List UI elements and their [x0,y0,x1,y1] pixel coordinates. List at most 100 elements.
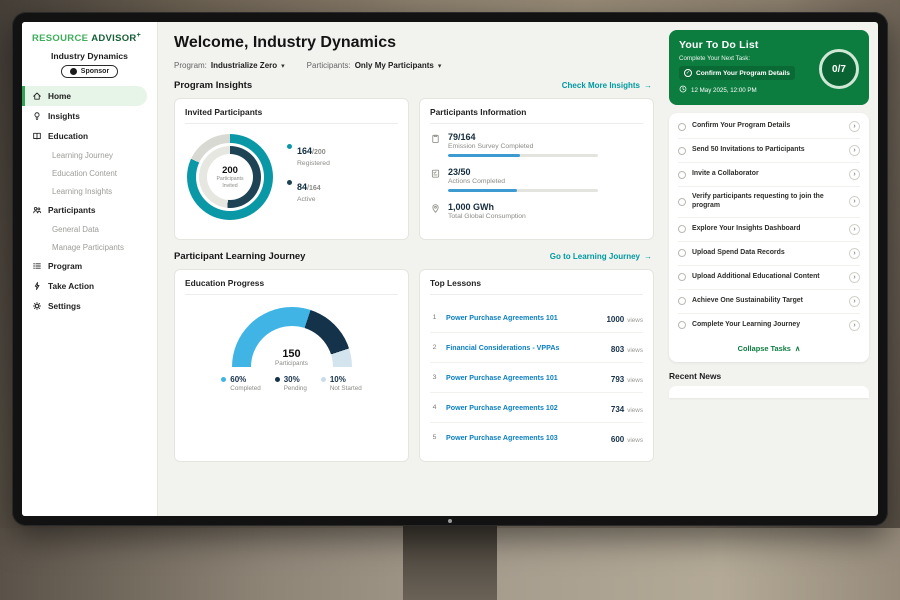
location-pin-icon [430,203,441,214]
program-filter-value: Industrialize Zero [210,61,278,70]
participants-filter-dropdown[interactable]: Participants: Only My Participants ▾ [307,61,442,70]
todo-due: 12 May 2025, 12:00 PM [679,85,809,95]
stat-value: 79/164 [448,132,476,142]
power-led [448,519,452,523]
checkbox-icon[interactable] [678,122,686,131]
stat-emission-survey: 79/164 Emission Survey Completed [430,132,643,157]
task-row[interactable]: Explore Your Insights Dashboard › [678,218,860,242]
collapse-tasks-button[interactable]: Collapse Tasks ∧ [678,337,860,358]
sidebar-item-participants[interactable]: Participants [22,200,157,220]
views-label: views [627,436,643,444]
gear-icon [32,301,42,311]
program-filter-dropdown[interactable]: Program: Industrialize Zero ▾ [174,61,285,70]
lesson-row: 3 Power Purchase Agreements 101 793 views [430,363,643,393]
teal-dot-icon [287,144,292,149]
sidebar-item-general-data[interactable]: General Data [52,224,99,234]
chevron-right-icon[interactable]: › [849,319,860,331]
sidebar-item-label: Participants [48,205,96,216]
chevron-right-icon[interactable]: › [849,196,860,208]
link-label: Check More Insights [561,81,640,90]
checkbox-icon[interactable] [678,225,686,234]
chevron-right-icon[interactable]: › [849,223,860,235]
collapse-icon: ∧ [794,343,801,353]
card-title: Participants Information [430,107,643,124]
lesson-link[interactable]: Power Purchase Agreements 102 [446,403,558,412]
lesson-views: 803 [610,344,625,354]
stat-label: Total Global Consumption [448,213,526,220]
chevron-right-icon[interactable]: › [849,247,860,259]
sponsor-label: Sponsor [80,68,110,76]
gauge-center-label: Participants [275,360,308,367]
lesson-views: 734 [610,404,625,414]
checkbox-icon[interactable] [678,249,686,258]
check-more-insights-link[interactable]: Check More Insights → [562,81,652,90]
task-row[interactable]: Verify participants requesting to join t… [678,187,860,218]
sidebar-item-settings[interactable]: Settings [22,296,157,316]
legend-label: Registered [297,160,330,167]
chevron-right-icon[interactable]: › [849,145,860,156]
task-label: Send 50 Invitations to Participants [692,146,805,154]
sidebar-item-insights[interactable]: Insights [22,106,157,126]
views-label: views [627,376,643,384]
sidebar-item-learning-journey[interactable]: Learning Journey [52,150,113,160]
lightbulb-icon [32,111,42,121]
lesson-link[interactable]: Financial Considerations - VPPAs [446,343,560,352]
donut-gap: 200 Participants Invited [196,143,264,211]
sidebar-item-education-content[interactable]: Education Content [52,168,117,178]
task-row[interactable]: Complete Your Learning Journey › [678,314,860,337]
program-insights-title: Program Insights [174,80,253,91]
checkbox-icon[interactable] [678,273,686,282]
task-row[interactable]: Confirm Your Program Details › [678,115,860,139]
sidebar-item-learning-insights[interactable]: Learning Insights [52,186,113,196]
sidebar-item-program[interactable]: Program [22,256,157,276]
task-row[interactable]: Invite a Collaborator › [678,163,860,187]
todo-next-task[interactable]: ✓ Confirm Your Program Details [679,66,795,80]
checkbox-icon[interactable] [678,146,686,155]
checkbox-icon[interactable] [678,197,686,206]
lesson-link[interactable]: Power Purchase Agreements 103 [446,433,558,442]
checkbox-icon[interactable] [678,321,686,330]
checkbox-icon[interactable] [678,170,686,179]
main-content: Welcome, Industry Dynamics Program: Indu… [158,22,666,516]
sidebar-item-take-action[interactable]: Take Action [22,276,157,296]
legend-label: Completed [230,385,261,392]
learning-journey-title: Participant Learning Journey [174,251,306,262]
checkbox-icon[interactable] [678,297,686,306]
lesson-row: 4 Power Purchase Agreements 102 734 views [430,393,643,423]
task-row[interactable]: Send 50 Invitations to Participants › [678,139,860,163]
arrow-right-icon: → [644,81,652,90]
chevron-right-icon[interactable]: › [849,271,860,283]
lesson-link[interactable]: Power Purchase Agreements 101 [446,373,558,382]
invited-body: 200 Participants Invited [185,132,398,220]
chevron-right-icon[interactable]: › [849,295,860,307]
chevron-right-icon[interactable]: › [849,169,860,180]
task-label: Complete Your Learning Journey [692,320,801,328]
learning-journey-header: Participant Learning Journey Go to Learn… [174,251,652,262]
chevron-down-icon: ▾ [281,62,285,70]
task-label: Achieve One Sustainability Target [692,296,803,304]
lesson-row: 5 Power Purchase Agreements 103 600 views [430,423,643,452]
task-row[interactable]: Upload Additional Educational Content › [678,266,860,290]
task-row[interactable]: Upload Spend Data Records › [678,242,860,266]
legend-pending: 30% Pending [274,375,307,392]
gauge-legend: 60% Completed 30% Pending [221,375,362,392]
gauge-center: 150 Participants [232,348,352,367]
sponsor-badge[interactable]: Sponsor [60,65,119,79]
legend-label: Not Started [329,385,362,392]
lesson-link[interactable]: Power Purchase Agreements 101 [446,313,558,322]
lesson-views: 1000 [606,314,625,324]
task-row[interactable]: Achieve One Sustainability Target › [678,290,860,314]
task-label: Upload Additional Educational Content [692,272,820,280]
sidebar-item-home[interactable]: Home [22,86,147,107]
go-to-learning-journey-link[interactable]: Go to Learning Journey → [550,252,652,261]
todo-tasks-card: Confirm Your Program Details › Send 50 I… [669,113,869,362]
logo-plus: + [136,32,141,39]
next-task-label: Confirm Your Program Details [696,69,790,77]
sidebar-item-manage-participants[interactable]: Manage Participants [52,242,124,252]
progress-bar-fill [448,154,520,157]
participants-information-card: Participants Information 79/164 Emission… [419,98,654,240]
sidebar-item-education[interactable]: Education [22,126,157,146]
chevron-right-icon[interactable]: › [849,121,860,132]
lesson-views: 600 [610,434,625,444]
todo-panel: Your To Do List Complete Your Next Task:… [666,22,878,516]
